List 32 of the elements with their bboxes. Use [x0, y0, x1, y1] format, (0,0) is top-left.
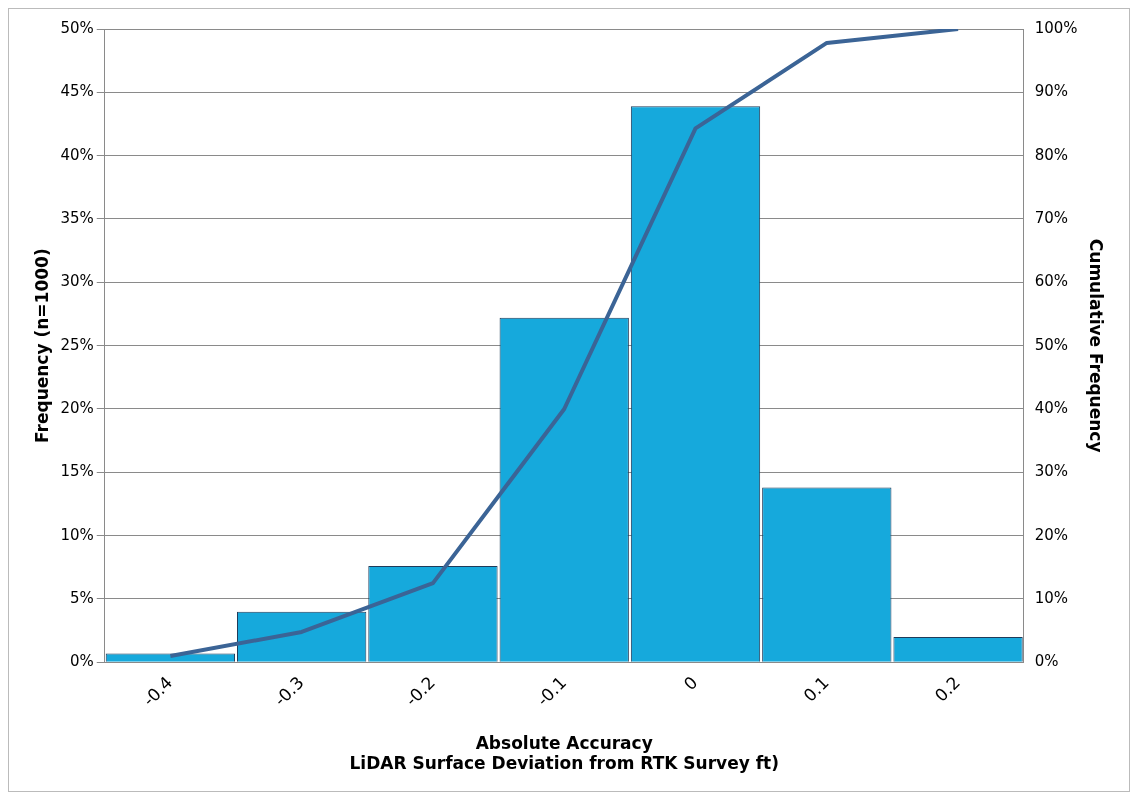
- x-tick-label: -0.3: [270, 672, 308, 710]
- y-tick-label: 0%: [69, 652, 94, 671]
- y2-tick-label: 40%: [1034, 398, 1069, 417]
- y-tick-label: 15%: [60, 462, 94, 481]
- y-tick-label: 10%: [60, 525, 94, 544]
- x-tick-label: -0.1: [532, 672, 571, 710]
- y2-tick-label: 0%: [1034, 652, 1059, 671]
- y2-tick-label: 20%: [1034, 525, 1069, 544]
- y2-tick-label: 10%: [1034, 588, 1069, 607]
- y-tick-label: 25%: [60, 335, 94, 354]
- y-tick-label: 20%: [60, 398, 94, 417]
- y-tick-label: 5%: [69, 588, 94, 607]
- y2-tick-label: 60%: [1034, 272, 1069, 291]
- y2-tick-label: 80%: [1034, 145, 1069, 164]
- x-axis-title: Absolute Accuracy LiDAR Surface Deviation from RTK Survey ft): [349, 732, 779, 774]
- y-tick-label: 30%: [60, 272, 94, 291]
- x-tick-label: 0.1: [799, 672, 833, 706]
- y2-tick-label: 50%: [1034, 335, 1069, 354]
- x-tick-label: 0.2: [930, 672, 965, 706]
- y2-tick-label: 30%: [1034, 462, 1069, 481]
- x-tick-label: 0: [679, 672, 702, 695]
- y-axis-title: Frequency (n=1000): [31, 248, 52, 443]
- x-tick-label: -0.4: [138, 672, 177, 710]
- y2-tick-label: 70%: [1034, 208, 1069, 227]
- y-tick-label: 40%: [60, 145, 94, 164]
- y-tick-label: 50%: [60, 18, 94, 37]
- y-tick-label: 35%: [60, 208, 94, 227]
- y-tick-label: 45%: [60, 82, 94, 101]
- x-tick-label: -0.2: [401, 672, 439, 710]
- y2-axis-title: Cumulative Frequency: [1086, 238, 1107, 453]
- y2-tick-label: 100%: [1034, 18, 1078, 37]
- y2-tick-label: 90%: [1034, 82, 1069, 101]
